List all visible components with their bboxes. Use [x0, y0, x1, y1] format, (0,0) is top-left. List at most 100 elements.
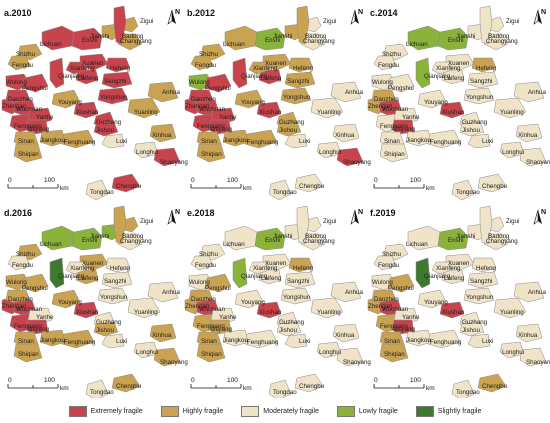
county-hefeng	[288, 57, 314, 73]
county-jiangkou	[405, 329, 433, 347]
county-label: Fengdu	[378, 62, 400, 69]
county-label: Wuchuan	[382, 306, 409, 313]
county-label: Xianfeng	[70, 65, 95, 72]
county-label: Shiqian	[384, 351, 405, 358]
county-jishou	[93, 121, 119, 137]
county-label: Luxi	[482, 138, 493, 145]
county-label: Laifeng	[444, 75, 465, 82]
county-label: Wulong	[189, 279, 210, 286]
county-jiangkou	[405, 129, 433, 147]
county-label: Enshi	[448, 37, 463, 44]
county-label: Wuchuan	[382, 106, 409, 113]
county-yuanling	[310, 97, 344, 119]
county-label: Anhua	[162, 89, 180, 96]
county-label: Yuanling	[317, 109, 341, 116]
county-label: Longhui	[136, 149, 158, 156]
county-badong	[296, 5, 310, 45]
county-label: Chengbu	[299, 383, 325, 390]
county-label: Yanhe	[219, 314, 237, 321]
county-label: Xinhua	[518, 332, 538, 339]
county-chengbu	[111, 373, 141, 393]
county-label: Fenggang	[197, 323, 225, 330]
county-label: Yanhe	[36, 314, 54, 321]
county-label: Sangzhi	[104, 278, 126, 285]
county-enshi	[437, 227, 469, 251]
county-label: Dejiang	[211, 326, 233, 333]
county-label: Youyang	[241, 299, 265, 306]
county-label: Yuanling	[134, 309, 158, 316]
legend-swatch	[336, 405, 355, 417]
north-label: N	[541, 209, 546, 216]
county-label: Xuanen	[82, 60, 104, 67]
map-panel: Zigui Changyang Jianshi Badong Lichuan Enshi S…	[184, 205, 371, 398]
county-label: Wuchuan	[16, 306, 43, 313]
county-label: Dejiang	[211, 126, 233, 133]
county-enshi	[71, 27, 103, 51]
county-shiqian	[196, 343, 226, 363]
county-label: Longhui	[319, 149, 341, 156]
county-label: Qianjiang	[241, 273, 268, 280]
panel-title: e.2018	[187, 208, 215, 218]
county-label: Xuanen	[448, 60, 470, 67]
scale-tick-label: 100	[410, 377, 421, 384]
legend-label: Highly fragile	[182, 407, 224, 415]
county-laifeng	[75, 69, 99, 85]
county-zigui	[123, 16, 139, 33]
county-label: Jiangkou	[40, 137, 65, 144]
scale-tick-label: 100	[44, 177, 55, 184]
county-anhua	[513, 281, 545, 303]
county-label: Xianfeng	[436, 65, 461, 72]
north-arrow-icon: N	[167, 9, 180, 25]
county-label: Zigui	[323, 18, 336, 25]
county-label: Changyang	[120, 238, 152, 245]
county-label: Pengshui	[205, 285, 231, 292]
legend-swatch	[415, 405, 434, 417]
county-label: Youyang	[424, 99, 448, 106]
county-enshi	[254, 227, 286, 251]
legend: Extremely fragile Highly fragile Moderatel…	[0, 402, 550, 420]
county-dejiang	[25, 119, 49, 135]
county-label: Xuanen	[265, 60, 287, 67]
county-chengbu	[294, 173, 324, 193]
county-hefeng	[105, 257, 131, 273]
county-label: Zhengan	[368, 103, 393, 110]
county-label: Badong	[488, 33, 510, 40]
county-label: Xinhua	[518, 132, 538, 139]
county-label: Sangzhi	[287, 78, 309, 85]
county-label: Yuanling	[500, 109, 524, 116]
county-label: Qianjiang	[424, 273, 451, 280]
county-jishou	[93, 321, 119, 337]
county-label: Hefeng	[476, 65, 497, 72]
county-label: Lichuan	[406, 41, 428, 48]
county-label: Tongdao	[90, 389, 114, 396]
county-tongdao	[451, 379, 475, 398]
county-pengshui	[204, 273, 232, 293]
county-label: Sangzhi	[287, 278, 309, 285]
county-fenghuang	[61, 329, 95, 349]
county-label: Yanhe	[36, 114, 54, 121]
county-shaoyang	[519, 347, 547, 367]
scale-tick-label: 0	[8, 177, 12, 184]
scale-tick-label: 0	[374, 177, 378, 184]
county-shaoyang	[153, 147, 181, 167]
county-label: Yanhe	[402, 114, 420, 121]
legend-item-extreme: Extremely fragile	[68, 405, 143, 417]
county-label: Jianshi	[456, 33, 475, 40]
scale-bar: 0 100 km	[373, 177, 435, 192]
county-label: Xianfeng	[253, 65, 278, 72]
county-label: Anhua	[162, 289, 180, 296]
legend-item-moderate: Moderately fragile	[241, 405, 319, 417]
map-panel: Zigui Changyang Jianshi Badong Lichuan Enshi S…	[184, 5, 371, 201]
county-yuanling	[127, 97, 161, 119]
county-label: Xinhua	[335, 332, 355, 339]
scale-tick-label: 100	[44, 377, 55, 384]
scale-unit-label: km	[426, 185, 435, 192]
county-jishou	[276, 321, 302, 337]
county-label: Wuchuan	[199, 106, 226, 113]
county-dejiang	[25, 319, 49, 335]
county-youyang	[417, 289, 447, 309]
county-label: Wuchuan	[199, 306, 226, 313]
county-label: Jianshi	[456, 233, 475, 240]
county-luxi	[284, 333, 308, 349]
county-xiushan	[256, 101, 282, 119]
